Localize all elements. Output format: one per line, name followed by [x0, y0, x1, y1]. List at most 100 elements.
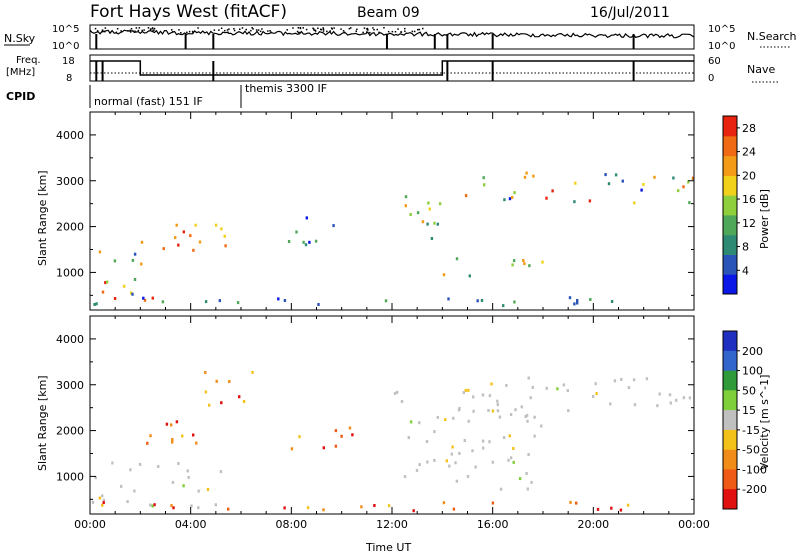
nsky-point [376, 28, 378, 31]
range-cell [672, 176, 675, 180]
freq-strip-frame [89, 54, 695, 82]
range-cell [466, 474, 470, 478]
nsky-point [299, 27, 302, 30]
ytick-label: 1000 [56, 266, 84, 279]
range-cell [165, 422, 169, 426]
nsky-point [227, 31, 229, 33]
nsky-point [213, 29, 216, 31]
range-cell [677, 189, 680, 193]
range-cell [540, 424, 543, 428]
range-cell [487, 409, 490, 412]
range-cell [111, 461, 114, 465]
nave-top-tick: 60 [708, 56, 721, 67]
colorbar-segment [723, 390, 737, 411]
range-cell [283, 299, 287, 302]
power-axes: 1000 2000 3000 4000 [56, 112, 695, 310]
range-cell [594, 382, 597, 386]
nsky-point [387, 30, 390, 33]
nsky-point [397, 28, 399, 30]
range-cell [192, 248, 195, 252]
range-cell [633, 201, 636, 205]
range-cell [541, 260, 544, 264]
range-cell [106, 280, 109, 284]
range-cell [525, 171, 528, 175]
range-cell [283, 506, 286, 510]
range-cell [151, 296, 154, 300]
range-cell [187, 475, 190, 479]
nsky-point [355, 30, 357, 32]
range-cell [436, 415, 439, 419]
nsky-point [149, 28, 152, 30]
range-cell [204, 300, 208, 304]
colorbar-segment [723, 254, 737, 275]
range-cell [404, 204, 407, 208]
range-cell [668, 393, 672, 397]
nsearch-label: N.Search [747, 30, 797, 43]
nsky-point [94, 27, 97, 30]
range-cell [113, 297, 117, 300]
nsky-point [259, 30, 262, 33]
range-cell [633, 403, 637, 407]
range-cell [126, 500, 129, 504]
nsky-point [129, 29, 131, 32]
nsky-point [220, 27, 223, 29]
range-cell [426, 460, 429, 464]
range-cell [218, 299, 221, 303]
colorbar-segment [723, 350, 737, 372]
nsky-point [104, 27, 107, 29]
range-cell [192, 433, 195, 437]
range-cell [189, 234, 192, 238]
xtick-label: 16:00 [477, 518, 509, 531]
freq-bottom-tick: 8 [66, 73, 72, 84]
range-cell [177, 243, 180, 247]
range-cell [182, 484, 185, 488]
velocity-colorbar-label: Velocity [m s^-1] [758, 375, 771, 470]
colorbar-tick-label: 4 [742, 264, 749, 277]
range-cell [499, 487, 503, 491]
range-cell [238, 395, 241, 399]
power-ylabel: Slant Range [km] [36, 170, 49, 266]
range-cell [595, 392, 598, 396]
nsky-point [350, 27, 352, 29]
nsky-point [134, 30, 136, 32]
nsky-point [178, 29, 180, 31]
nsky-point [286, 29, 288, 31]
range-cell [464, 388, 467, 392]
velocity-colorbar: 200 100 50 15 -15 -50 -100 -200 [722, 330, 767, 510]
range-cell [162, 247, 165, 251]
range-cell [131, 292, 134, 296]
range-cell [531, 385, 534, 389]
nave-label: Nave [747, 63, 775, 76]
range-cell [522, 259, 525, 262]
range-cell [236, 301, 240, 305]
range-cell [101, 494, 104, 498]
range-cell [454, 461, 457, 465]
colorbar-segment [723, 489, 737, 510]
range-cell [98, 250, 102, 254]
velocity-heatmap [91, 370, 692, 513]
range-cell [562, 383, 565, 387]
nsky-point [239, 28, 241, 30]
range-cell [171, 438, 174, 441]
nsky-point [363, 27, 366, 29]
colorbar-frame [722, 115, 738, 295]
colorbar-tick-label: 20 [742, 169, 756, 182]
range-cell [445, 459, 448, 463]
range-cell [491, 501, 495, 505]
range-cell [177, 462, 180, 465]
range-cell [496, 409, 500, 413]
ytick-label: 2000 [56, 221, 84, 234]
range-cell [474, 465, 477, 469]
nsky-point [270, 31, 272, 33]
nsky-point [299, 31, 301, 34]
nsky-point [362, 31, 364, 34]
range-cell [687, 180, 690, 184]
range-cell [215, 379, 218, 383]
range-cell [642, 183, 645, 186]
range-cell [458, 451, 461, 455]
range-cell [502, 304, 505, 308]
nsky-point [141, 29, 143, 32]
nsky-point [404, 30, 406, 32]
range-cell [491, 460, 494, 464]
range-cell [317, 303, 320, 306]
